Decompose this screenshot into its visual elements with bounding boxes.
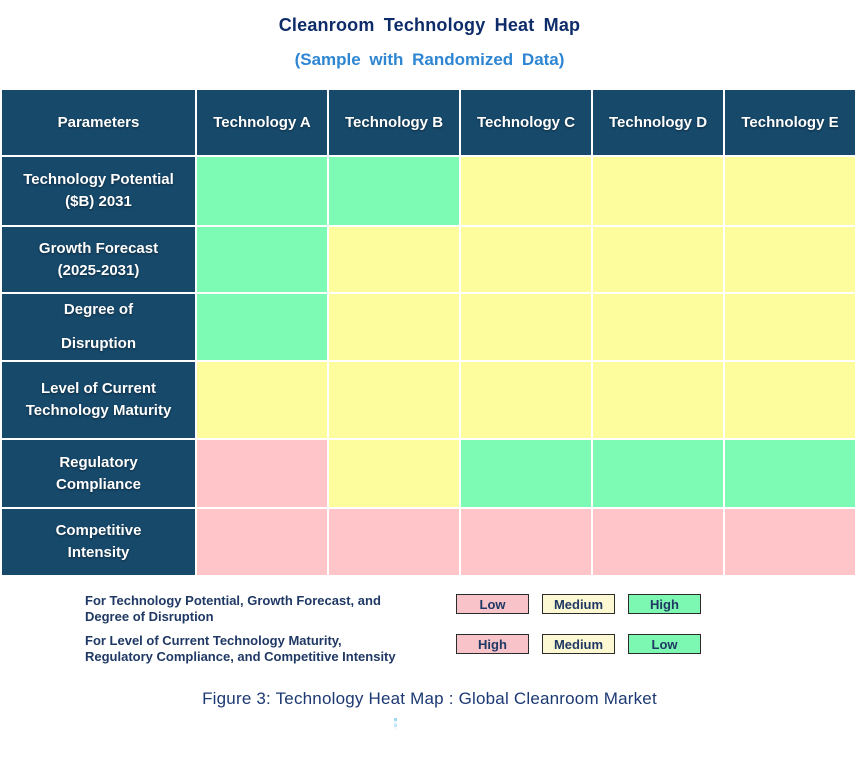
row-header-line: Technology Maturity: [25, 402, 172, 419]
row-header-line: ($B) 2031: [65, 193, 132, 210]
row-header: Technology Potential ($B) 2031: [2, 157, 195, 225]
row-header-line: Level of Current: [40, 380, 157, 398]
legend-scale-inverse-text: For Level of Current Technology Maturity…: [85, 633, 435, 664]
heatmap-cell: [593, 362, 723, 438]
heatmap-cell: [197, 227, 327, 292]
heatmap-cell: [329, 362, 459, 438]
heatmap-cell: [461, 440, 591, 507]
heatmap-cell: [593, 157, 723, 225]
row-header-line: Compliance: [55, 475, 142, 493]
heatmap-cell: [593, 294, 723, 360]
stray-blue-mark: [394, 718, 397, 730]
heatmap-cell: [197, 157, 327, 225]
figure-caption: Figure 3: Technology Heat Map : Global C…: [202, 689, 657, 709]
heatmap-cell: [329, 294, 459, 360]
heatmap-cell: [461, 362, 591, 438]
heatmap-cell: [461, 294, 591, 360]
column-header: Technology D: [593, 90, 723, 155]
column-header: Technology B: [329, 90, 459, 155]
legend-boxes-positive: Low Medium High: [456, 594, 701, 614]
column-header-parameters: Parameters: [2, 90, 195, 155]
page-title: Cleanroom Technology Heat Map: [278, 15, 581, 35]
legend-box-medium: Medium: [542, 634, 615, 655]
heatmap-cell: [197, 440, 327, 507]
row-header-line: Technology Potential: [23, 171, 174, 189]
legend: For Technology Potential, Growth Forecas…: [85, 593, 701, 664]
heatmap-cell: [461, 509, 591, 575]
heatmap-cell: [725, 362, 855, 438]
legend-text-line: Regulatory Compliance, and Competitive I…: [85, 648, 396, 664]
heatmap-cell: [197, 362, 327, 438]
heatmap-cell: [725, 440, 855, 507]
heatmap-cell: [461, 227, 591, 292]
legend-text-line: For Level of Current Technology Maturity…: [85, 633, 342, 649]
column-header: Technology C: [461, 90, 591, 155]
legend-box-low: Low: [456, 594, 529, 614]
heatmap-cell: [725, 157, 855, 225]
heatmap-cell: [593, 440, 723, 507]
legend-text-line: For Technology Potential, Growth Forecas…: [85, 593, 381, 608]
heatmap-cell: [725, 227, 855, 292]
page-subtitle: (Sample with Randomized Data): [294, 50, 565, 69]
row-header-line: Intensity: [67, 544, 130, 561]
heatmap-cell: [329, 509, 459, 575]
legend-scale-positive: For Technology Potential, Growth Forecas…: [85, 593, 701, 624]
column-header: Technology A: [197, 90, 327, 155]
legend-text-line: Degree of Disruption: [85, 608, 214, 624]
row-header-line: (2025-2031): [57, 261, 140, 279]
legend-box-medium: Medium: [542, 594, 615, 614]
legend-box-high: High: [456, 634, 529, 655]
heatmap-cell: [725, 294, 855, 360]
heatmap-cell: [461, 157, 591, 225]
row-header: Degree of Disruption: [2, 294, 195, 360]
heatmap-grid: Parameters Technology A Technology B Techno…: [2, 90, 857, 575]
row-header: Growth Forecast (2025-2031): [2, 227, 195, 292]
heatmap-cell: [329, 157, 459, 225]
heatmap-cell: [593, 227, 723, 292]
row-header: Competitive Intensity: [2, 509, 195, 575]
row-header: Level of Current Technology Maturity: [2, 362, 195, 438]
heatmap-cell: [197, 509, 327, 575]
legend-scale-inverse: For Level of Current Technology Maturity…: [85, 633, 701, 664]
heatmap-cell: [329, 227, 459, 292]
legend-scale-positive-text: For Technology Potential, Growth Forecas…: [85, 593, 435, 624]
column-header: Technology E: [725, 90, 855, 155]
heatmap-cell: [329, 440, 459, 507]
row-header-line: Degree of: [63, 301, 134, 319]
row-header-line: Competitive: [55, 522, 142, 540]
row-header: Regulatory Compliance: [2, 440, 195, 507]
heatmap-cell: [197, 294, 327, 360]
legend-box-low: Low: [628, 634, 701, 655]
legend-boxes-inverse: High Medium Low: [456, 634, 701, 655]
heatmap-cell: [593, 509, 723, 575]
heatmap-cell: [725, 509, 855, 575]
row-header-line: Regulatory: [59, 453, 138, 471]
row-header-line: Growth Forecast: [38, 239, 159, 257]
legend-box-high: High: [628, 594, 701, 614]
row-header-line: Disruption: [61, 335, 136, 352]
